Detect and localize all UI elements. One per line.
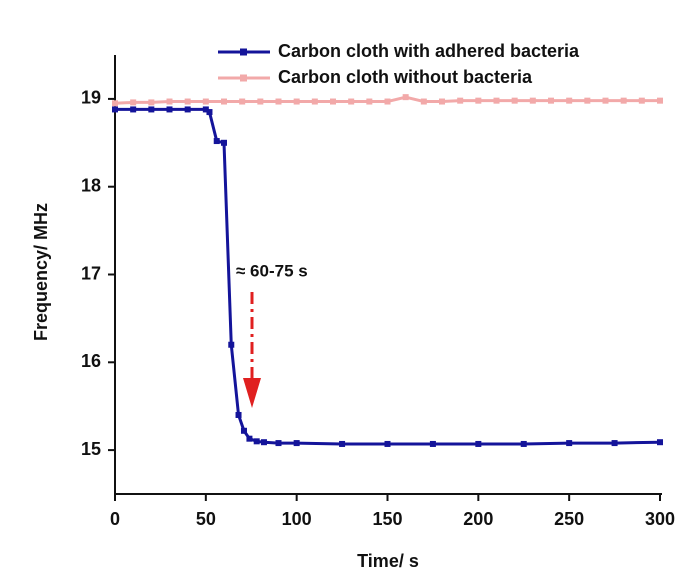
y-tick-label: 16 xyxy=(81,351,101,371)
point-marker xyxy=(311,98,318,105)
y-tick-label: 17 xyxy=(81,263,101,283)
legend-marker xyxy=(240,74,247,82)
point-marker xyxy=(339,440,346,447)
point-marker xyxy=(529,97,536,104)
point-marker xyxy=(657,97,663,104)
point-marker xyxy=(184,98,191,105)
point-marker xyxy=(366,98,373,105)
point-marker xyxy=(620,97,627,104)
point-marker xyxy=(439,98,445,105)
x-tick-label: 50 xyxy=(196,509,216,529)
point-marker xyxy=(257,98,264,105)
point-marker xyxy=(584,97,591,104)
point-marker xyxy=(148,106,155,113)
point-marker xyxy=(184,106,191,113)
point-marker xyxy=(228,341,235,348)
point-marker xyxy=(429,440,436,447)
point-marker xyxy=(493,97,500,104)
x-axis-label: Time/ s xyxy=(357,551,419,571)
point-marker xyxy=(221,139,227,146)
point-marker xyxy=(275,440,282,447)
point-marker xyxy=(239,98,246,105)
point-marker xyxy=(221,98,227,105)
point-marker xyxy=(420,98,427,105)
point-marker xyxy=(457,97,464,104)
point-marker xyxy=(611,440,618,447)
point-marker xyxy=(202,106,209,113)
point-marker xyxy=(130,106,137,113)
point-marker xyxy=(112,100,118,107)
point-marker xyxy=(402,94,409,101)
y-tick-label: 18 xyxy=(81,175,101,195)
point-marker xyxy=(130,99,137,106)
point-marker xyxy=(235,411,242,418)
point-marker xyxy=(475,97,482,104)
legend-label: Carbon cloth without bacteria xyxy=(278,67,533,87)
point-marker xyxy=(602,97,609,104)
y-tick-label: 15 xyxy=(81,439,101,459)
point-marker xyxy=(511,97,518,104)
point-marker xyxy=(148,99,155,106)
point-marker xyxy=(253,438,260,445)
legend-marker xyxy=(240,48,247,56)
point-marker xyxy=(293,440,300,447)
x-tick-label: 100 xyxy=(282,509,312,529)
point-marker xyxy=(330,98,336,105)
x-tick-label: 250 xyxy=(554,509,584,529)
point-marker xyxy=(566,97,573,104)
point-marker xyxy=(166,106,173,113)
series-line xyxy=(115,107,661,446)
point-marker xyxy=(246,435,253,442)
point-marker xyxy=(657,439,663,446)
point-marker xyxy=(275,98,282,105)
point-marker xyxy=(384,440,391,447)
point-marker xyxy=(166,98,173,105)
point-marker xyxy=(112,106,118,113)
point-marker xyxy=(638,97,645,104)
arrow-head xyxy=(243,378,261,408)
x-tick-label: 200 xyxy=(463,509,493,529)
point-marker xyxy=(202,98,209,105)
annotation: ≈ 60-75 s xyxy=(236,261,308,280)
point-marker xyxy=(206,109,213,116)
point-marker xyxy=(260,439,267,446)
point-marker xyxy=(475,440,482,447)
point-marker xyxy=(240,427,247,434)
y-axis-label: Frequency/ MHz xyxy=(31,203,51,341)
y-tick-label: 19 xyxy=(81,88,101,108)
point-marker xyxy=(213,138,220,145)
x-tick-label: 300 xyxy=(645,509,675,529)
legend-label: Carbon cloth with adhered bacteria xyxy=(278,41,580,61)
point-marker xyxy=(293,98,300,105)
point-marker xyxy=(520,440,527,447)
point-marker xyxy=(566,440,573,447)
point-marker xyxy=(384,98,391,105)
x-tick-label: 150 xyxy=(372,509,402,529)
x-tick-label: 0 xyxy=(110,509,120,529)
point-marker xyxy=(348,98,355,105)
point-marker xyxy=(548,97,554,104)
